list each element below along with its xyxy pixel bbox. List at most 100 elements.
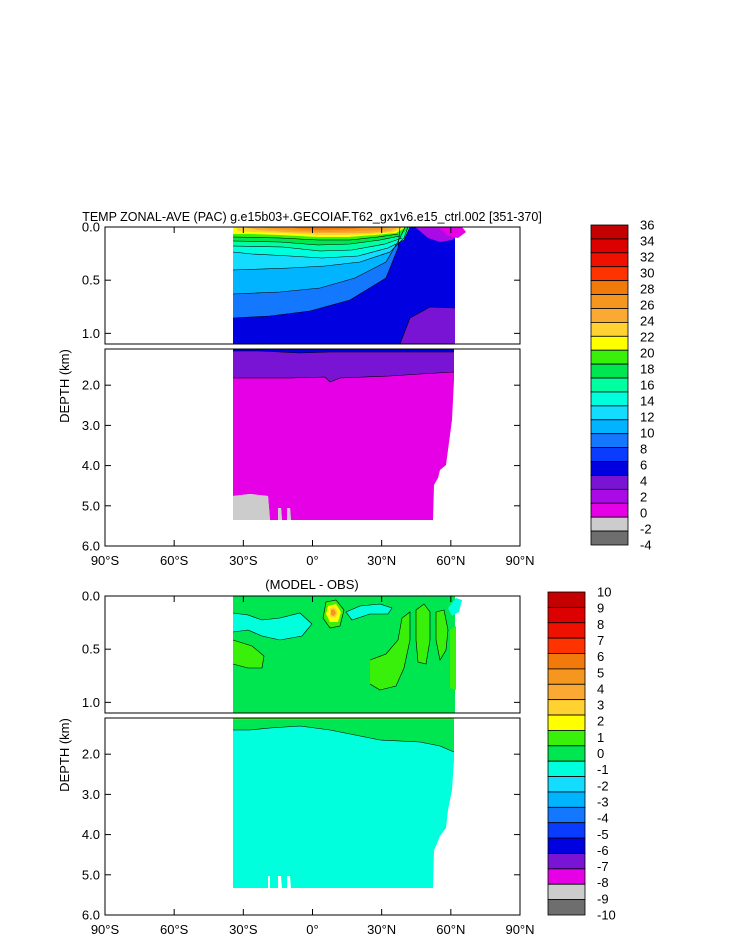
top-upper-field bbox=[232, 227, 466, 344]
y-tick-label: 4.0 bbox=[82, 827, 100, 842]
colorbar-swatch bbox=[547, 683, 586, 701]
colorbar-label: 9 bbox=[597, 601, 604, 616]
x-tick-label: 60°N bbox=[436, 922, 465, 937]
colorbar-swatch bbox=[590, 475, 629, 490]
y-tick-label: 4.0 bbox=[82, 458, 100, 473]
colorbar-label: -2 bbox=[597, 778, 609, 793]
y-tick-label: 5.0 bbox=[82, 867, 100, 882]
colorbar-swatch bbox=[590, 321, 629, 337]
bottom-ylabel: DEPTH (km) bbox=[57, 718, 72, 792]
y-tick-label: 3.0 bbox=[82, 787, 100, 802]
x-tick-label: 60°S bbox=[160, 553, 189, 568]
colorbar-label: -9 bbox=[597, 891, 609, 906]
colorbar-swatch bbox=[547, 806, 586, 824]
colorbar-swatch bbox=[590, 377, 629, 393]
colorbar-swatch bbox=[547, 853, 586, 870]
colorbar-label: 1 bbox=[597, 730, 604, 745]
colorbar-swatch bbox=[590, 266, 629, 282]
top-title: TEMP ZONAL-AVE (PAC) g.e15b03+.GECOIAF.T… bbox=[82, 210, 542, 224]
top-panel: TEMP ZONAL-AVE (PAC) g.e15b03+.GECOIAF.T… bbox=[57, 210, 654, 568]
colorbar-label: 36 bbox=[640, 218, 654, 233]
colorbar-swatch bbox=[590, 516, 629, 532]
colorbar-label: 18 bbox=[640, 362, 654, 377]
bottom-axes: 90°S 60°S 30°S 0° 30°N 60°N 90°N 0.0 0.5 1.0 2.0 3.… bbox=[82, 589, 535, 938]
colorbar-label: -4 bbox=[597, 811, 609, 826]
land-mask bbox=[233, 494, 291, 520]
field-fill bbox=[233, 718, 454, 888]
contour-band-2-4 bbox=[233, 349, 454, 382]
contour-lines bbox=[233, 350, 455, 383]
x-tick-label: 90°S bbox=[91, 553, 120, 568]
y-tick-label: 1.0 bbox=[82, 695, 100, 710]
colorbar-label: 8 bbox=[597, 617, 604, 632]
y-tick-label: 3.0 bbox=[82, 418, 100, 433]
colorbar-label: 3 bbox=[597, 698, 604, 713]
colorbar-swatch bbox=[547, 606, 586, 624]
x-tick-label: 30°N bbox=[367, 922, 396, 937]
colorbar-label: 20 bbox=[640, 346, 654, 361]
colorbar-label: 16 bbox=[640, 378, 654, 393]
colorbar-swatch bbox=[547, 653, 586, 670]
contour-lines bbox=[233, 725, 455, 753]
colorbar-swatch bbox=[547, 883, 586, 901]
colorbar-label: -4 bbox=[640, 538, 652, 553]
colorbar-swatch bbox=[547, 591, 586, 608]
colorbar-swatch bbox=[590, 335, 629, 351]
colorbar-label: 24 bbox=[640, 314, 654, 329]
x-tick-label: 60°S bbox=[160, 922, 189, 937]
field-fill bbox=[233, 349, 454, 520]
top-axes: 90°S 60°S 30°S 0° 30°N 60°N 90°N 0.0 0.5 1.0 2.0 3.… bbox=[82, 220, 535, 569]
colorbar-label: 6 bbox=[597, 649, 604, 664]
colorbar-label: 10 bbox=[597, 585, 611, 600]
x-tick-label: 30°S bbox=[229, 922, 258, 937]
colorbar-swatch bbox=[590, 488, 629, 504]
colorbar-label: 8 bbox=[640, 442, 647, 457]
top-ylabel: DEPTH (km) bbox=[57, 349, 72, 423]
contour-lines bbox=[232, 227, 456, 344]
colorbar-label: -2 bbox=[640, 522, 652, 537]
colorbar-swatch bbox=[547, 637, 586, 654]
y-tick-label: 2.0 bbox=[82, 378, 100, 393]
colorbar-swatch bbox=[590, 461, 629, 476]
colorbar-label: 22 bbox=[640, 330, 654, 345]
colorbar-label: -10 bbox=[597, 908, 616, 923]
colorbar-swatch bbox=[547, 822, 586, 839]
colorbar-label: -6 bbox=[597, 843, 609, 858]
contour-band-neg1-b bbox=[346, 604, 392, 620]
contour-band-pos5 bbox=[331, 609, 336, 616]
colorbar-swatch bbox=[590, 252, 629, 268]
colorbar-label: 5 bbox=[597, 665, 604, 680]
contour-band-neg1 bbox=[233, 613, 312, 640]
y-tick-label: 0.0 bbox=[82, 220, 100, 235]
bottom-lower-field bbox=[233, 718, 455, 888]
colorbar-swatch bbox=[590, 502, 629, 518]
contour-band-pos1-c bbox=[370, 612, 410, 690]
bottom-title: (MODEL - OBS) bbox=[265, 577, 358, 592]
colorbar-swatch bbox=[547, 791, 586, 808]
colorbar-swatch bbox=[547, 699, 586, 716]
x-tick-label: 60°N bbox=[436, 553, 465, 568]
colorbar-swatch bbox=[590, 308, 629, 323]
y-tick-label: 0.0 bbox=[82, 589, 100, 604]
x-tick-label: 0° bbox=[306, 553, 318, 568]
colorbar-swatch bbox=[590, 349, 629, 365]
colorbar-label: 2 bbox=[640, 490, 647, 505]
contour-band-pos1-a bbox=[233, 640, 264, 668]
colorbar-swatch bbox=[547, 714, 586, 731]
colorbar-label: 7 bbox=[597, 633, 604, 648]
colorbar-swatch bbox=[590, 433, 629, 449]
contour-band-pos1-e bbox=[436, 610, 448, 660]
y-tick-label: 1.0 bbox=[82, 326, 100, 341]
x-tick-label: 30°S bbox=[229, 553, 258, 568]
colorbar-swatch bbox=[590, 405, 629, 421]
x-tick-label: 30°N bbox=[367, 553, 396, 568]
contour-band-28-30 bbox=[290, 227, 370, 230]
colorbar-label: 12 bbox=[640, 410, 654, 425]
x-tick-label: 90°N bbox=[505, 922, 534, 937]
colorbar-swatch bbox=[547, 668, 586, 685]
colorbar-swatch bbox=[590, 294, 629, 309]
colorbar-swatch bbox=[547, 730, 586, 747]
colorbar-label: 6 bbox=[640, 458, 647, 473]
